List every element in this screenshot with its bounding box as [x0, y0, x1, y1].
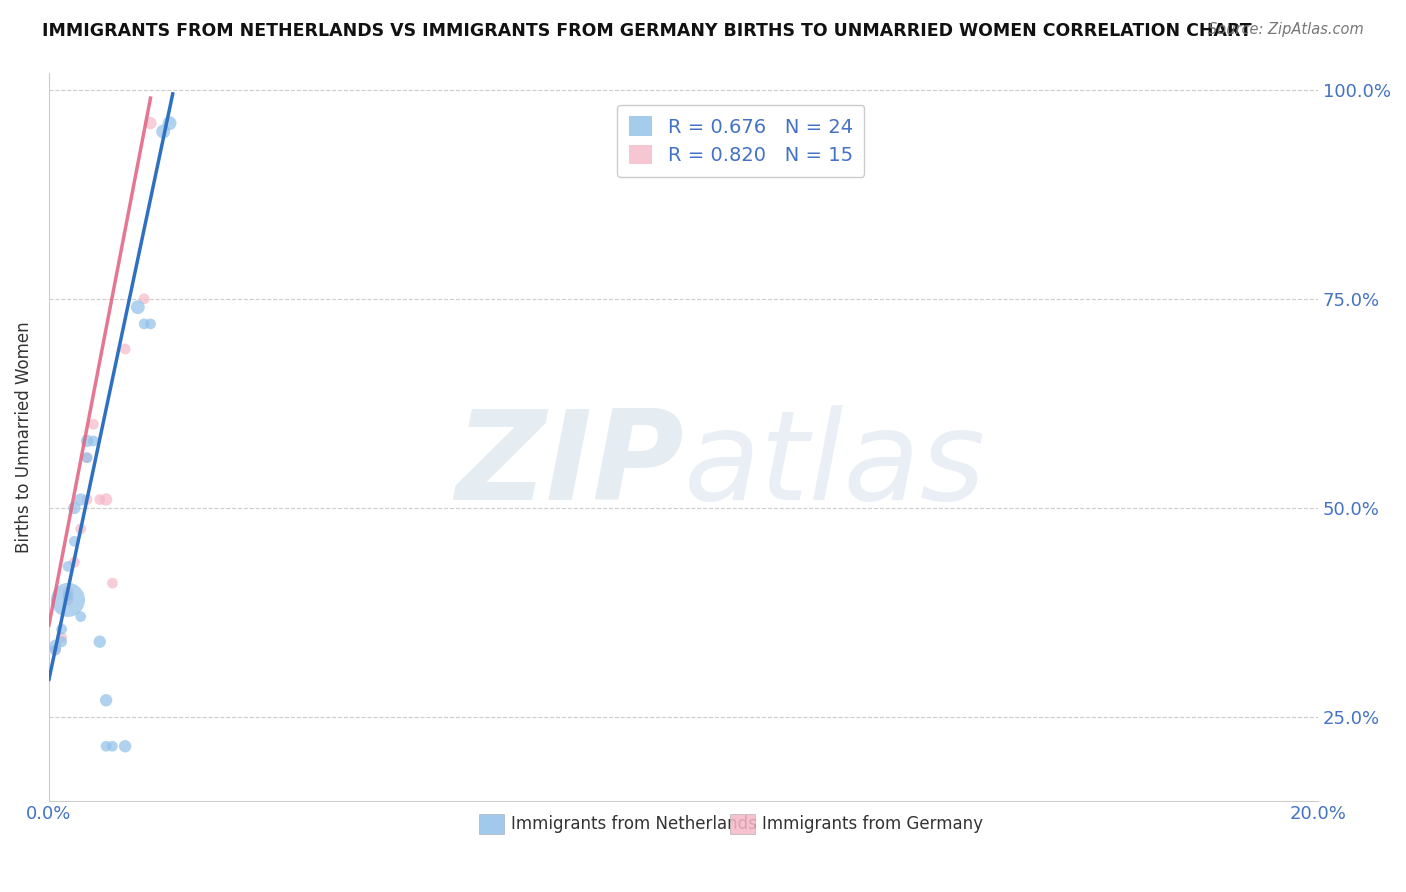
Point	[56, 593, 79, 607]
Text: atlas: atlas	[683, 405, 986, 526]
Point	[82, 434, 104, 448]
Point	[56, 589, 79, 603]
Point	[114, 739, 136, 754]
Point	[139, 116, 162, 130]
Point	[89, 492, 111, 507]
Point	[134, 292, 156, 306]
Point	[159, 116, 181, 130]
Point	[51, 634, 73, 648]
Point	[139, 317, 162, 331]
Text: IMMIGRANTS FROM NETHERLANDS VS IMMIGRANTS FROM GERMANY BIRTHS TO UNMARRIED WOMEN: IMMIGRANTS FROM NETHERLANDS VS IMMIGRANT…	[42, 22, 1251, 40]
Point	[76, 450, 98, 465]
Point	[44, 643, 66, 657]
Point	[69, 492, 91, 507]
Point	[44, 643, 66, 657]
Point	[134, 317, 156, 331]
Point	[94, 693, 117, 707]
Point	[114, 342, 136, 356]
Point	[101, 739, 124, 754]
Point	[56, 584, 79, 599]
Text: Immigrants from Germany: Immigrants from Germany	[762, 815, 983, 833]
Point	[44, 639, 66, 653]
Text: Source: ZipAtlas.com: Source: ZipAtlas.com	[1208, 22, 1364, 37]
Point	[94, 739, 117, 754]
Point	[76, 492, 98, 507]
Point	[63, 534, 86, 549]
Point	[63, 555, 86, 569]
Point	[69, 609, 91, 624]
Point	[101, 576, 124, 591]
Point	[51, 622, 73, 636]
Point	[94, 492, 117, 507]
Point	[56, 559, 79, 574]
Text: ZIP: ZIP	[454, 405, 683, 526]
Point	[127, 300, 149, 314]
Text: Immigrants from Netherlands: Immigrants from Netherlands	[512, 815, 758, 833]
Point	[152, 124, 174, 138]
Point	[82, 417, 104, 432]
Point	[51, 631, 73, 645]
Point	[69, 522, 91, 536]
Point	[76, 450, 98, 465]
Legend: R = 0.676   N = 24, R = 0.820   N = 15: R = 0.676 N = 24, R = 0.820 N = 15	[617, 104, 865, 177]
Point	[89, 634, 111, 648]
Point	[76, 434, 98, 448]
Y-axis label: Births to Unmarried Women: Births to Unmarried Women	[15, 321, 32, 553]
Point	[56, 593, 79, 607]
Point	[63, 500, 86, 515]
